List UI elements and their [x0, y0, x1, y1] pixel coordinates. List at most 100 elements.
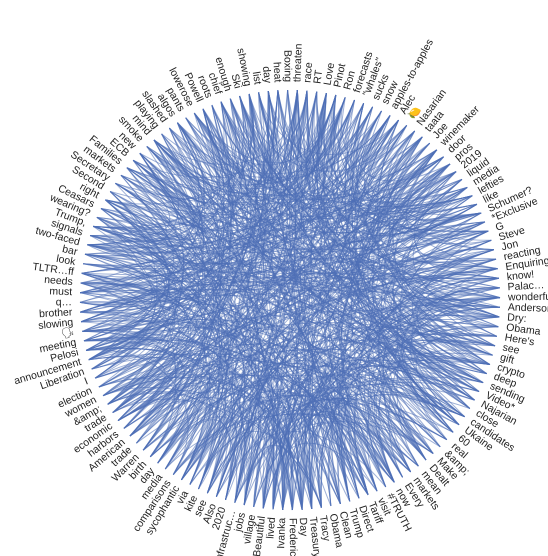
edge	[94, 354, 213, 437]
edge	[202, 93, 255, 172]
node-label[interactable]: Treasury	[307, 516, 323, 556]
edge	[105, 199, 341, 505]
edge	[314, 99, 365, 206]
label-layer: threatenraceRTLovePinotRonforecasts"whal…	[13, 37, 548, 556]
edge	[79, 301, 419, 467]
edge	[126, 167, 493, 356]
edge	[402, 339, 493, 426]
node-label[interactable]: G	[494, 220, 506, 234]
edge	[79, 280, 465, 418]
edge	[149, 349, 441, 458]
node-label[interactable]: see	[501, 341, 520, 356]
node-label[interactable]: bar	[61, 243, 79, 258]
edge	[93, 110, 382, 241]
edge	[100, 191, 197, 243]
edge	[83, 244, 166, 342]
node-label[interactable]: know!	[506, 268, 535, 283]
edge	[220, 101, 258, 501]
edge	[98, 376, 322, 508]
edge	[350, 119, 399, 488]
node-label[interactable]: slowing	[38, 316, 74, 332]
edge	[262, 429, 303, 510]
edge	[83, 156, 444, 342]
edge	[288, 90, 351, 502]
edge	[416, 314, 500, 328]
node-label[interactable]: wonderful	[507, 291, 548, 304]
edge	[81, 186, 468, 274]
edge	[93, 225, 360, 499]
edge	[107, 258, 497, 405]
node-label[interactable]: day	[260, 66, 274, 85]
node-label[interactable]: TLTR…ff	[32, 261, 75, 278]
edge	[100, 208, 411, 473]
edge	[181, 394, 427, 481]
edge	[169, 127, 278, 510]
node-label[interactable]: heat	[271, 62, 284, 83]
node-label[interactable]: via	[174, 489, 191, 507]
edge	[109, 182, 177, 251]
node-label[interactable]: Jon	[500, 238, 519, 254]
edge	[411, 274, 499, 401]
node-label[interactable]: Frederic	[287, 518, 299, 556]
node-label[interactable]: Day	[297, 517, 310, 537]
edge	[86, 347, 179, 422]
node-label[interactable]: Palac…	[507, 279, 544, 293]
edge	[157, 90, 279, 464]
edge	[176, 122, 351, 502]
edge	[333, 94, 448, 441]
node-label[interactable]: Boxing	[281, 50, 293, 82]
node-label[interactable]: Here's	[504, 332, 536, 349]
edge	[399, 171, 457, 441]
edge	[389, 142, 496, 347]
edge	[123, 400, 199, 475]
node-label[interactable]: race	[301, 62, 315, 83]
node-label[interactable]: Pinot	[331, 62, 348, 88]
node-label[interactable]: Ivanka	[275, 517, 288, 548]
edge	[172, 413, 412, 475]
edge	[80, 142, 431, 284]
edge	[262, 383, 475, 509]
node-label[interactable]: Ron	[341, 69, 358, 91]
edge	[105, 199, 480, 392]
edge	[248, 93, 454, 433]
node-label[interactable]: lived	[264, 517, 278, 540]
node-label[interactable]: Ski	[229, 73, 244, 90]
edge	[79, 130, 416, 294]
edge	[220, 93, 327, 196]
edge	[366, 349, 493, 492]
edge	[88, 356, 166, 422]
edge	[132, 159, 501, 299]
edge	[340, 97, 489, 232]
node-label[interactable]: I	[83, 375, 90, 387]
edge	[87, 244, 275, 509]
node-label[interactable]: Dry:	[507, 311, 527, 325]
node-label[interactable]: Beautiful	[251, 515, 268, 556]
edge	[84, 156, 444, 257]
node-label[interactable]: brother	[39, 306, 73, 320]
node-label[interactable]: threaten	[291, 43, 304, 82]
edge	[85, 212, 482, 351]
edge	[98, 343, 460, 426]
edge	[149, 127, 220, 458]
node-label[interactable]: 🗣	[60, 326, 75, 340]
edge	[320, 393, 434, 508]
edge	[225, 93, 252, 501]
node-label[interactable]: RT	[312, 69, 326, 85]
edge	[415, 249, 495, 365]
node-label[interactable]: list	[250, 71, 264, 86]
node-label[interactable]: Love	[322, 62, 338, 87]
node-label[interactable]: Obama	[506, 322, 542, 338]
node-label[interactable]: needs	[44, 274, 73, 288]
node-label[interactable]: jobs	[232, 511, 248, 533]
edge	[168, 115, 391, 179]
edge	[80, 163, 451, 292]
edge	[202, 97, 346, 211]
node-label[interactable]: Anderson	[508, 301, 548, 315]
node-label[interactable]: q…	[56, 296, 72, 308]
node-label[interactable]: must	[49, 285, 72, 298]
node-label[interactable]: look	[55, 253, 77, 268]
edge	[401, 249, 501, 301]
node-label[interactable]: Tracy	[317, 515, 333, 543]
node-label[interactable]: village	[241, 514, 258, 546]
node-label[interactable]: gift	[499, 351, 516, 366]
